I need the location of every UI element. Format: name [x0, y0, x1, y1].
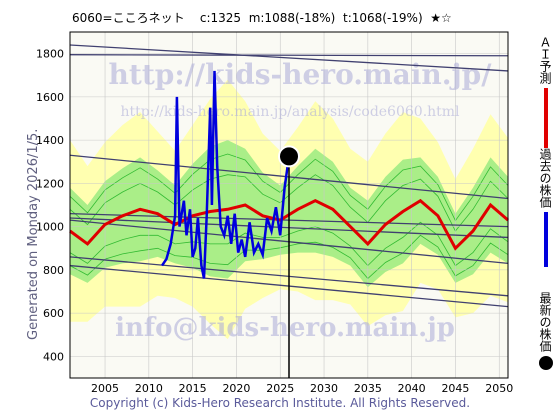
generated-note: Generated on Monday 2026/1/5.: [26, 128, 41, 340]
y-tick-label: 1200: [36, 177, 64, 190]
y-tick-label: 600: [43, 307, 64, 320]
legend-ai-forecast-label: ＡＩ予測: [538, 36, 552, 84]
y-tick-label: 400: [43, 350, 64, 363]
x-tick-label: 2030: [310, 382, 338, 395]
code-name: 6060=こころネット: [72, 11, 185, 25]
x-tick-label: 2050: [485, 382, 513, 395]
legend-ai-forecast: ＡＩ予測: [537, 36, 554, 148]
legend-past-prices-label: 過去の株価: [538, 148, 552, 208]
x-tick-label: 2020: [222, 382, 250, 395]
legend-past-prices-swatch: [543, 212, 548, 267]
x-tick-label: 2015: [179, 382, 207, 395]
x-tick-label: 2040: [398, 382, 426, 395]
y-tick-label: 800: [43, 264, 64, 277]
trend-line: [69, 44, 509, 72]
copyright-footer: Copyright (c) Kids-Hero Research Institu…: [89, 396, 471, 410]
legend-ai-forecast-swatch: [543, 88, 548, 148]
plot-area: 400 600 800 1000 1200 1400 1600 1800 2005 2010 201…: [36, 31, 513, 395]
past-prices-line: [160, 70, 291, 279]
legend-past-prices: 過去の株価: [537, 148, 554, 267]
legend-latest-price-label: 最新の株価: [538, 292, 552, 352]
rating-stars: ★☆: [430, 11, 452, 25]
x-tick-label: 2035: [354, 382, 382, 395]
legend-latest-price: 最新の株価: [537, 292, 554, 370]
trend-line: [69, 54, 509, 57]
y-tick-label: 1600: [36, 91, 64, 104]
y-tick-label: 1400: [36, 134, 64, 147]
watermark-bottom: info@kids-hero.main.jp: [115, 313, 455, 343]
x-tick-label: 2005: [91, 382, 119, 395]
legend-latest-price-dot: [538, 356, 553, 370]
y-tick-label: 1000: [36, 221, 64, 234]
m-value: m:1088(-18%): [248, 11, 336, 25]
current-price: c:1325: [199, 11, 242, 25]
x-tick-label: 2045: [441, 382, 469, 395]
watermark-mid: http://kids-hero.main.jp/analysis/code60…: [120, 104, 460, 120]
watermark-top: http://kids-hero.main.jp/: [109, 58, 493, 91]
y-tick-label: 1800: [36, 48, 64, 61]
chart-header: 6060=こころネット c:1325 m:1088(-18%) t:1068(-…: [72, 9, 512, 26]
x-tick-label: 2010: [135, 382, 163, 395]
t-value: t:1068(-19%): [342, 11, 423, 25]
latest-price-point: [278, 145, 300, 168]
plot-frame: [69, 31, 509, 379]
x-tick-label: 2025: [266, 382, 294, 395]
